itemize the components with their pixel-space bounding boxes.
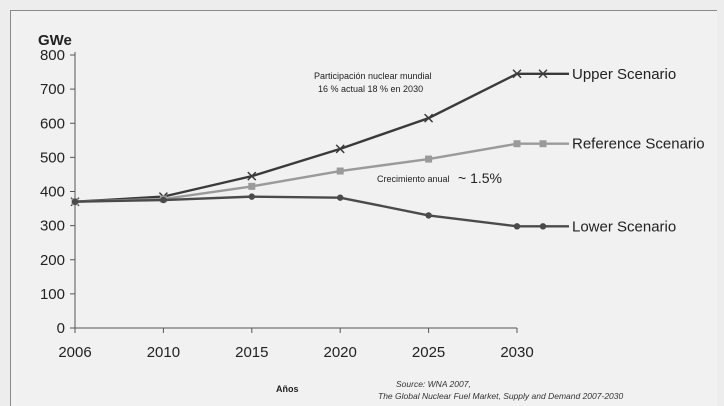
reference-scenario-legend-label: Reference Scenario: [572, 136, 705, 153]
axes: 0 100 200 300 400 500 600 700 800 2006 2010 2015 202…: [40, 47, 534, 361]
y-tick-label: 0: [57, 320, 65, 337]
y-tick-label: 200: [40, 252, 65, 269]
lower-scenario-line: [74, 195, 518, 228]
reference-scenario-line: [74, 142, 518, 203]
lower-scenario-point: [160, 196, 167, 204]
x-tick-label: 2010: [147, 344, 180, 361]
y-tick-label: 300: [40, 218, 65, 235]
y-tick-label: 500: [40, 149, 65, 166]
upper-scenario-legend-marker: [538, 69, 548, 79]
x-tick-label: 2020: [324, 344, 357, 361]
lower-scenario-point: [71, 198, 79, 205]
lower-scenario-point: [248, 193, 255, 200]
upper-scenario-point: [247, 171, 257, 181]
lower-scenario-point: [425, 212, 432, 219]
chart-frame: [10, 10, 717, 406]
reference-scenario-point: [248, 182, 256, 190]
y-tick-label: 400: [40, 184, 65, 201]
annotation-growth-value: ~ 1.5%: [458, 170, 502, 186]
source-line1: Source: WNA 2007,: [396, 379, 471, 389]
y-tick-label: 800: [40, 47, 65, 64]
lower-scenario-legend-marker: [539, 223, 547, 230]
x-tick-label: 2030: [500, 344, 533, 361]
upper-scenario-line: [74, 72, 518, 203]
x-axis-title: Años: [276, 384, 299, 394]
y-tick-label: 600: [40, 115, 65, 132]
reference-scenario-point: [425, 155, 433, 163]
upper-scenario-point: [335, 144, 345, 154]
x-tick-label: 2015: [235, 344, 268, 361]
y-unit-label: GWe: [38, 32, 72, 49]
lower-scenario-legend-label: Lower Scenario: [572, 218, 676, 235]
series-layer: [70, 69, 522, 230]
source-line2: The Global Nuclear Fuel Market, Supply a…: [378, 391, 623, 401]
reference-scenario-legend-marker: [539, 140, 547, 148]
legend: Upper Scenario Reference Scenario Lower Sc…: [517, 66, 705, 235]
annotation-participation-line2: 16 % actual 18 % en 2030: [318, 84, 423, 94]
annotation-growth-text: Crecimiento anual: [377, 174, 450, 184]
reference-scenario-point: [336, 167, 344, 175]
x-tick-label: 2006: [58, 344, 91, 361]
y-tick-label: 100: [40, 286, 65, 303]
upper-scenario-point: [424, 113, 434, 123]
lower-scenario-point: [337, 194, 344, 201]
x-tick-label: 2025: [412, 344, 445, 361]
annotation-participation-line1: Participación nuclear mundial: [314, 71, 432, 81]
upper-scenario-legend-label: Upper Scenario: [572, 66, 676, 83]
y-tick-label: 700: [40, 81, 65, 98]
